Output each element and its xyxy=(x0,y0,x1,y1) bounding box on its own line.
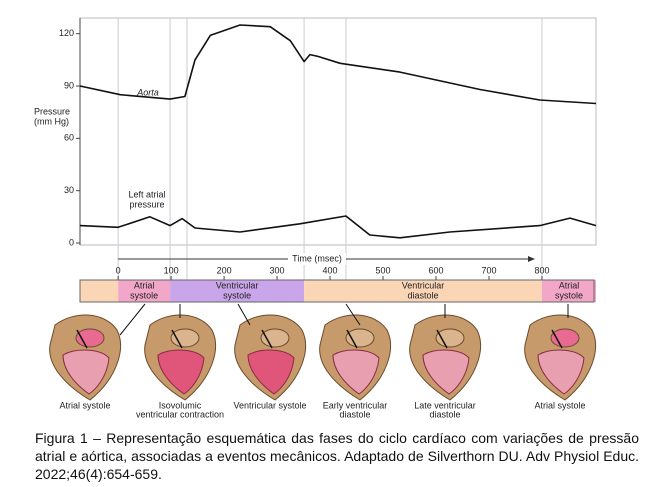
x-tick-label: 600 xyxy=(428,265,443,275)
phase-segment xyxy=(304,280,542,302)
phase-label: systole xyxy=(223,290,251,300)
heart-ventricle xyxy=(62,349,110,395)
y-tick-label: 60 xyxy=(64,133,74,143)
heart-illustration xyxy=(49,314,121,401)
heart-illustration xyxy=(234,314,306,401)
y-axis-label: (mm Hg) xyxy=(34,116,69,126)
series-label: Aorta xyxy=(136,87,159,97)
heart-label: Atrial systole xyxy=(534,400,585,410)
heart-label: Late ventricular xyxy=(414,400,476,410)
heart-atrium xyxy=(170,328,200,348)
phase-label: systole xyxy=(555,290,583,300)
phase-segment xyxy=(170,280,305,302)
heart-ventricle xyxy=(157,349,205,395)
x-tick-label: 800 xyxy=(534,265,549,275)
line-series xyxy=(79,215,597,239)
series-label: Left atrial xyxy=(128,189,165,199)
heart-arrow xyxy=(346,329,358,349)
x-tick-label: 400 xyxy=(323,265,338,275)
x-tick-label: 700 xyxy=(481,265,496,275)
heart-arrow xyxy=(76,329,88,349)
y-tick-label: 30 xyxy=(64,185,74,195)
heart-arrow xyxy=(171,329,183,349)
heart-label: ventricular contraction xyxy=(136,409,224,419)
heart-arrow xyxy=(436,329,448,349)
heart-illustration xyxy=(409,314,481,401)
heart-label: diastole xyxy=(429,409,460,419)
heart-ventricle xyxy=(247,349,295,395)
heart-arrow xyxy=(261,329,273,349)
phase-label: systole xyxy=(130,290,158,300)
x-tick-label: 300 xyxy=(270,265,285,275)
series-label: pressure xyxy=(129,199,164,209)
phase-bar-lead xyxy=(80,280,119,302)
phase-label: Ventricular xyxy=(216,280,259,290)
phase-label: diastole xyxy=(408,290,439,300)
heart-ventricle xyxy=(422,349,470,395)
time-label-bg xyxy=(288,253,346,265)
phase-segment xyxy=(118,280,171,302)
heart-label: Ventricular systole xyxy=(233,400,306,410)
y-tick-label: 0 xyxy=(69,237,74,247)
heart-arrow xyxy=(551,329,563,349)
pointer xyxy=(119,303,569,336)
y-tick-label: 120 xyxy=(59,28,74,38)
heart-atrium xyxy=(345,328,375,348)
y-axis-label: Pressure xyxy=(34,106,70,116)
heart-ventricle xyxy=(332,349,380,395)
x-tick-label: 0 xyxy=(116,265,121,275)
heart-atrium xyxy=(260,328,290,348)
phase-segment xyxy=(541,280,596,302)
heart-label: Atrial systole xyxy=(59,400,110,410)
phase-bar-frame xyxy=(79,279,595,303)
x-tick-label: 100 xyxy=(164,265,179,275)
line-series xyxy=(79,24,597,105)
x-tick-label: 200 xyxy=(217,265,232,275)
plot-frame xyxy=(79,17,597,246)
heart-label: Early ventricular xyxy=(323,400,388,410)
x-tick-label: 500 xyxy=(376,265,391,275)
heart-illustration xyxy=(144,314,216,401)
time-arrowhead xyxy=(528,256,535,262)
phase-label: Atrial xyxy=(559,280,580,290)
heart-atrium xyxy=(75,328,105,348)
phase-label: Atrial xyxy=(134,280,155,290)
figure: 0 30 60 90 120 Pressure(mm Hg) Aorta Left atria… xyxy=(34,17,597,419)
heart-illustration xyxy=(524,314,596,401)
heart-ventricle xyxy=(537,349,585,395)
heart-label: Isovolumic xyxy=(159,400,202,410)
caption: Figura 1 – Representação esquemática das… xyxy=(35,430,639,482)
heart-label: diastole xyxy=(339,409,370,419)
heart-atrium xyxy=(550,328,580,348)
phase-label: Ventricular xyxy=(402,280,445,290)
y-tick-label: 90 xyxy=(64,80,74,90)
heart-illustration xyxy=(319,314,391,401)
heart-atrium xyxy=(435,328,465,348)
x-axis-label: Time (msec) xyxy=(292,253,342,263)
